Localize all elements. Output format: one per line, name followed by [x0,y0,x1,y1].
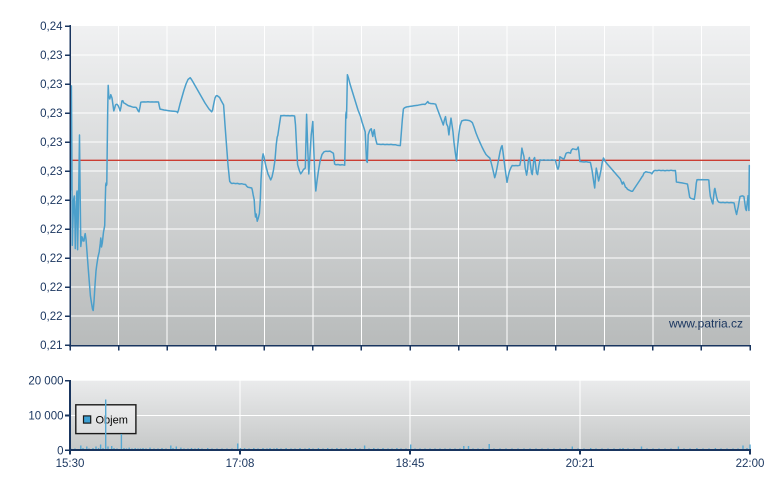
svg-text:0,22: 0,22 [40,253,62,265]
svg-text:0,22: 0,22 [40,311,62,323]
svg-text:0,23: 0,23 [40,79,62,91]
svg-text:Objem: Objem [96,415,128,427]
svg-text:0,22: 0,22 [40,282,62,294]
svg-text:10 000: 10 000 [28,411,63,423]
svg-text:0,24: 0,24 [40,21,63,33]
svg-text:0,23: 0,23 [40,137,62,149]
svg-text:0: 0 [57,445,63,457]
svg-text:17:08: 17:08 [226,458,255,470]
svg-text:20 000: 20 000 [28,376,63,388]
svg-text:22:00: 22:00 [736,458,765,470]
svg-text:15:30: 15:30 [56,458,85,470]
svg-text:18:45: 18:45 [396,458,425,470]
svg-text:0,22: 0,22 [40,224,62,236]
svg-text:0,23: 0,23 [40,108,62,120]
svg-text:www.patria.cz: www.patria.cz [668,317,743,331]
svg-text:20:21: 20:21 [566,458,595,470]
svg-text:0,23: 0,23 [40,50,62,62]
svg-text:0,21: 0,21 [40,340,62,352]
svg-text:0,23: 0,23 [40,166,62,178]
svg-text:0,22: 0,22 [40,195,62,207]
